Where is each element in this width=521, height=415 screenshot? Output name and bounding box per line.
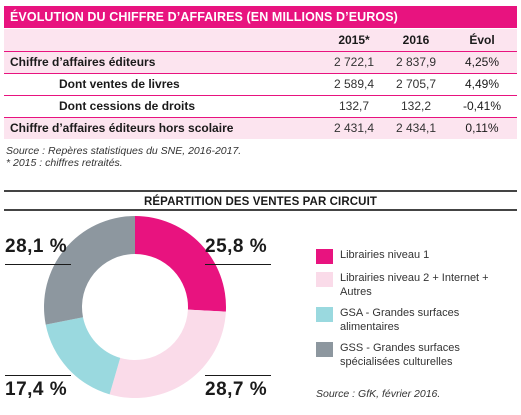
chart-legend: Librairies niveau 1 Librairies niveau 2 … <box>316 248 516 376</box>
chart-section-title: RÉPARTITION DES VENTES PAR CIRCUIT <box>4 190 517 211</box>
legend-label: GSA - Grandes surfaces alimentaires <box>340 307 460 333</box>
legend-item: Librairies niveau 2 + Internet + Autres <box>316 271 516 299</box>
legend-item: GSA - Grandes surfaces alimentaires <box>316 306 516 334</box>
header-label <box>4 29 323 51</box>
slice-label-gsa: 17,4 % <box>5 379 68 400</box>
table-row: Dont ventes de livres 2 589,4 2 705,7 4,… <box>4 72 517 95</box>
slice-label-underline <box>205 375 271 376</box>
table-source: Source : Repères statistiques du SNE, 20… <box>6 145 241 169</box>
source-line: Source : Repères statistiques du SNE, 20… <box>6 145 242 157</box>
slice-librairies-1 <box>135 216 226 312</box>
row-label: Chiffre d’affaires éditeurs hors scolair… <box>4 116 323 139</box>
value-evol: 4,49% <box>447 72 517 95</box>
header-2015: 2015* <box>338 32 370 47</box>
slice-label-underline <box>5 375 71 376</box>
revenue-table: 2015* 2016 Évol Chiffre d’affaires édite… <box>4 29 517 139</box>
value-2016: 2 837,9 <box>385 50 447 73</box>
chart-source: Source : GfK, février 2016. <box>316 388 441 400</box>
footnote-line: * 2015 : chiffres retraités. <box>6 157 123 169</box>
slice-label-gss: 28,1 % <box>5 236 68 257</box>
legend-label: Librairies niveau 2 + Internet + Autres <box>340 272 489 298</box>
legend-item: GSS - Grandes surfaces spécialisées cult… <box>316 341 516 369</box>
table-row: Chiffre d’affaires éditeurs hors scolair… <box>4 116 517 139</box>
table-header-row: 2015* 2016 Évol <box>4 29 517 51</box>
header-2016: 2016 <box>402 32 430 47</box>
value-2015: 132,7 <box>323 94 385 117</box>
value-2015: 2 722,1 <box>323 50 385 73</box>
value-evol: 0,11% <box>447 116 517 139</box>
value-2016: 2 705,7 <box>385 72 447 95</box>
legend-swatch <box>316 307 333 322</box>
slice-librairies-2 <box>109 309 226 398</box>
value-2016: 132,2 <box>385 94 447 117</box>
slice-gss <box>44 216 136 325</box>
value-2016: 2 434,1 <box>385 116 447 139</box>
slice-label-underline <box>205 264 271 265</box>
header-evol: Évol <box>469 32 495 47</box>
value-evol: -0,41% <box>447 94 517 117</box>
value-2015: 2 431,4 <box>323 116 385 139</box>
row-label: Dont ventes de livres <box>4 72 323 95</box>
table-title: ÉVOLUTION DU CHIFFRE D’AFFAIRES (EN MILL… <box>4 6 517 28</box>
table-row: Chiffre d’affaires éditeurs 2 722,1 2 83… <box>4 50 517 73</box>
legend-swatch <box>316 272 333 287</box>
slice-gsa <box>45 317 121 395</box>
legend-label: Librairies niveau 1 <box>340 249 430 261</box>
value-2015: 2 589,4 <box>323 72 385 95</box>
table-row: Dont cessions de droits 132,7 132,2 -0,4… <box>4 94 517 117</box>
legend-swatch <box>316 249 333 264</box>
slice-label-librairies-2: 28,7 % <box>205 379 268 400</box>
row-label: Chiffre d’affaires éditeurs <box>4 50 323 73</box>
slice-label-librairies-1: 25,8 % <box>205 236 268 257</box>
legend-swatch <box>316 342 333 357</box>
row-label: Dont cessions de droits <box>4 94 323 117</box>
legend-label: GSS - Grandes surfaces spécialisées cult… <box>340 342 460 368</box>
slice-label-underline <box>5 264 71 265</box>
donut-chart <box>44 216 226 398</box>
value-evol: 4,25% <box>447 50 517 73</box>
legend-item: Librairies niveau 1 <box>316 248 516 264</box>
